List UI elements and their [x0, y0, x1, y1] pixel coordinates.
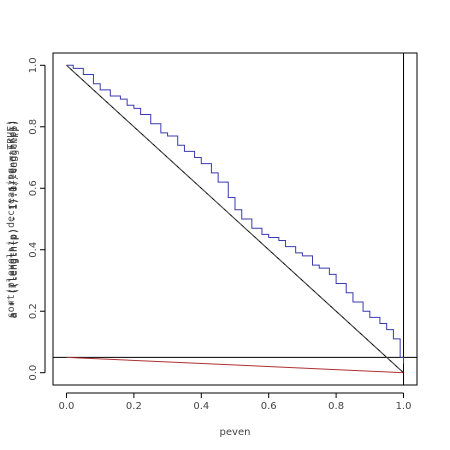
x-tick-label: 0.8 — [328, 401, 344, 412]
y-axis-label-overlay-3: a * ((length(p) - 1):0)/length(p) — [9, 120, 20, 319]
y-tick-label: 1.0 — [28, 57, 39, 73]
reference-lines — [53, 53, 417, 385]
x-tick-label: 0.6 — [261, 401, 277, 412]
series-line-3 — [66, 64, 404, 374]
x-tick-label: 0.4 — [193, 401, 209, 412]
series-line-4 — [66, 356, 404, 374]
y-axis-label-group: a * ((length(p) - 1):1/length(p)) sort(p… — [6, 120, 20, 319]
y-tick-label: 0.8 — [28, 119, 39, 135]
y-axis-label-overlay-1: a * ((length(p) - 1):1/length(p)) — [8, 120, 19, 319]
y-tick-label: 0.4 — [28, 242, 39, 258]
plot-box — [52, 52, 418, 386]
x-tick-label: 0.2 — [126, 401, 142, 412]
y-axis-label-overlay-2: sort(plevel:i, decreasing = TRUE) — [6, 120, 17, 319]
y-tick-label: 0.6 — [28, 180, 39, 196]
series-group — [66, 64, 405, 374]
x-tick-label: 1.0 — [396, 401, 412, 412]
y-tick-label: 0.2 — [28, 303, 39, 319]
series-line-1 — [66, 64, 405, 364]
x-axis-label: peven — [220, 427, 251, 438]
y-axis: 0.0 0.2 0.4 0.6 0.8 1.0 — [28, 57, 46, 381]
y-tick-label: 0.0 — [28, 365, 39, 381]
x-axis: 0.0 0.2 0.4 0.6 0.8 1.0 — [59, 392, 412, 412]
x-tick-label: 0.0 — [59, 401, 75, 412]
